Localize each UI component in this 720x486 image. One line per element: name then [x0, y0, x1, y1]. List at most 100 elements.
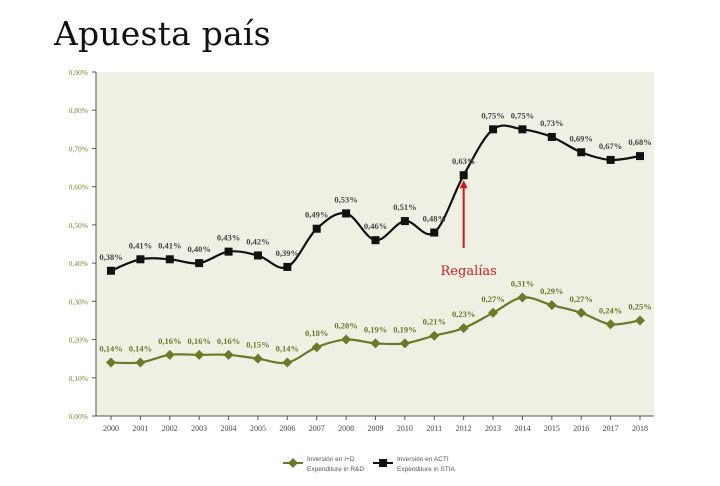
data-label: 0,51%	[393, 202, 416, 212]
data-label: 0,14%	[276, 343, 299, 353]
data-point-square	[459, 171, 468, 180]
data-label: 0,39%	[276, 248, 299, 258]
data-point-diamond	[488, 307, 499, 318]
data-point-diamond	[282, 357, 293, 368]
data-label: 0,69%	[570, 133, 593, 143]
data-point-square	[577, 148, 586, 157]
legend-label: Inversión en ACTI	[397, 456, 449, 463]
x-tick-label: 2003	[191, 424, 207, 433]
annotation-arrowhead	[459, 180, 468, 189]
data-label: 0,63%	[452, 156, 475, 166]
data-point-square	[489, 125, 498, 134]
data-label: 0,43%	[217, 233, 240, 243]
data-point-diamond	[370, 338, 381, 349]
x-tick-label: 2009	[368, 424, 384, 433]
data-label: 0,73%	[540, 118, 563, 128]
data-point-square	[636, 152, 644, 161]
data-label: 0,67%	[599, 141, 622, 151]
data-label: 0,46%	[364, 221, 387, 231]
data-point-diamond	[252, 353, 263, 364]
data-point-diamond	[341, 334, 352, 345]
series-rd: 0,14% 0,14% 0,16% 0,16% 0,16% 0,15% 0,14% 0,18%…	[99, 279, 652, 368]
data-point-square	[342, 209, 351, 218]
data-point-diamond	[635, 315, 645, 326]
data-label: 0,41%	[129, 240, 152, 250]
data-point-diamond	[164, 349, 175, 360]
data-label: 0,16%	[187, 336, 210, 346]
data-point-diamond	[223, 349, 234, 360]
y-axis: 0,00% 0,10% 0,20% 0,30% 0,40% 0,50% 0,60% 0,70%…	[69, 68, 97, 421]
data-label: 0,29%	[540, 286, 563, 296]
data-label: 0,48%	[423, 214, 446, 224]
data-point-square	[136, 255, 145, 264]
legend-item: Inversión en ACTI Expenditure in STIA	[373, 456, 455, 473]
x-tick-label: 2008	[338, 424, 354, 433]
data-label: 0,68%	[628, 137, 651, 147]
x-tick-label: 2012	[456, 424, 472, 433]
data-label: 0,42%	[246, 236, 269, 246]
x-tick-label: 2016	[573, 424, 589, 433]
data-point-diamond	[106, 357, 116, 368]
data-point-square	[400, 217, 409, 226]
data-point-square	[547, 132, 556, 141]
data-point-diamond	[605, 319, 616, 330]
y-tick-label: 0,80%	[69, 106, 88, 115]
y-tick-label: 0,40%	[69, 259, 88, 268]
legend-sublabel: Expenditure in R&D	[307, 466, 364, 473]
legend-item: Inversión en I+D Expenditure in R&D	[283, 456, 364, 473]
x-tick-label: 2014	[514, 424, 530, 433]
data-point-diamond	[458, 323, 469, 334]
x-axis: 2000 2001 2002 2003 2004 2005 2006 2007 2008 2009…	[96, 415, 654, 433]
data-label: 0,27%	[570, 294, 593, 304]
data-label: 0,24%	[599, 305, 622, 315]
data-point-diamond	[517, 292, 528, 303]
data-point-diamond	[311, 342, 322, 353]
y-tick-label: 0,70%	[69, 144, 88, 153]
x-tick-label: 2010	[397, 424, 413, 433]
x-tick-label: 2007	[309, 424, 325, 433]
data-label: 0,14%	[129, 343, 152, 353]
data-point-square	[312, 224, 321, 233]
data-label: 0,19%	[364, 324, 387, 334]
data-point-square	[283, 262, 292, 271]
series-acti: 0,38% 0,41% 0,41% 0,40% 0,43% 0,42% 0,39% 0,49%…	[99, 110, 652, 275]
data-point-square	[371, 236, 380, 245]
data-point-diamond	[546, 300, 557, 311]
data-point-square	[195, 259, 204, 268]
page-title: Apuesta país	[54, 14, 271, 53]
data-point-diamond	[135, 357, 146, 368]
x-tick-label: 2004	[221, 424, 237, 433]
series-group: 0,14% 0,14% 0,16% 0,16% 0,16% 0,15% 0,14% 0,18%…	[99, 110, 652, 368]
legend-marker	[379, 459, 387, 467]
y-tick-label: 0,50%	[69, 221, 88, 230]
data-point-square	[107, 266, 115, 275]
y-tick-label: 0,60%	[69, 183, 88, 192]
data-point-diamond	[399, 338, 410, 349]
x-tick-label: 2002	[162, 424, 178, 433]
data-label: 0,40%	[187, 244, 210, 254]
data-point-diamond	[576, 307, 587, 318]
data-point-diamond	[429, 330, 440, 341]
data-point-square	[606, 155, 615, 164]
data-label: 0,53%	[334, 194, 357, 204]
data-label: 0,21%	[423, 317, 446, 327]
data-label: 0,20%	[334, 321, 357, 331]
annotation-label: Regalías	[441, 264, 497, 279]
x-tick-label: 2015	[544, 424, 560, 433]
x-tick-label: 2006	[279, 424, 295, 433]
data-label: 0,16%	[158, 336, 181, 346]
legend-marker	[288, 458, 298, 468]
x-tick-label: 2017	[603, 424, 619, 433]
data-label: 0,18%	[305, 328, 328, 338]
y-tick-label: 0,90%	[69, 68, 88, 77]
data-label: 0,38%	[99, 252, 122, 262]
legend-label: Inversión en I+D	[307, 456, 355, 463]
legend-sublabel: Expenditure in STIA	[397, 466, 455, 473]
x-tick-label: 2013	[485, 424, 501, 433]
data-label: 0,49%	[305, 210, 328, 220]
data-label: 0,15%	[246, 340, 269, 350]
data-point-square	[518, 125, 527, 134]
y-tick-label: 0,30%	[69, 297, 88, 306]
